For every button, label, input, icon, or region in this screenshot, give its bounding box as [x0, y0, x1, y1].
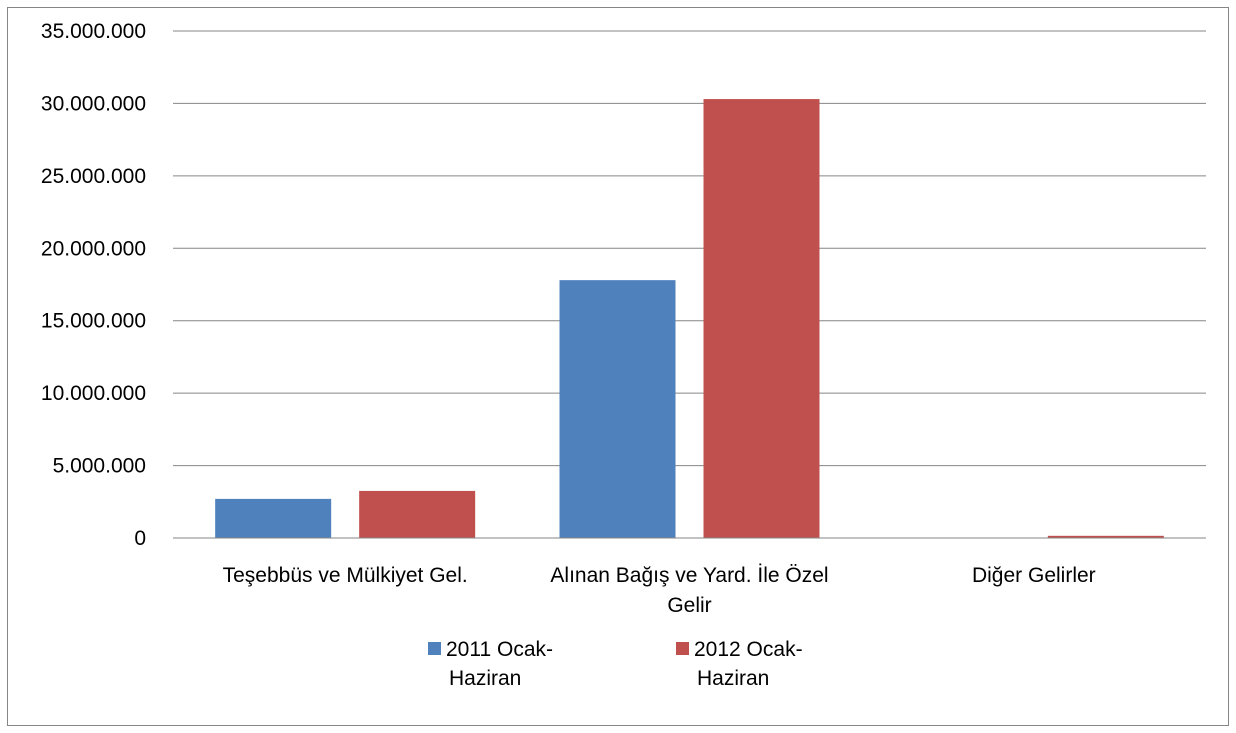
bar-series-2-category-3: [1047, 535, 1164, 538]
bar-series-1-category-2: [559, 280, 676, 538]
y-tick-label: 20.000.000: [41, 237, 146, 260]
y-tick-label: 10.000.000: [41, 382, 146, 405]
legend-swatch-series-2: [676, 642, 689, 655]
y-tick-label: 30.000.000: [41, 92, 146, 115]
y-tick-label: 0: [134, 527, 146, 550]
bar-series-2-category-1: [359, 490, 476, 538]
y-tick-label: 5.000.000: [53, 455, 146, 478]
bar-series-1-category-1: [215, 498, 332, 538]
y-tick-label: 35.000.000: [41, 20, 146, 43]
y-tick-label: 15.000.000: [41, 310, 146, 333]
chart-frame: 0 5.000.000 10.000.000 15.000.000 20.000.000…: [7, 7, 1229, 726]
bar-series-2-category-2: [703, 99, 820, 538]
legend-label-series-1: 2011 Ocak-Haziran: [446, 638, 553, 690]
x-category-label: Teşebbüs ve Mülkiyet Gel.: [223, 564, 468, 587]
legend-label-series-2: 2012 Ocak-Haziran: [694, 638, 803, 690]
x-category-label: Diğer Gelirler: [972, 564, 1096, 587]
y-tick-label: 25.000.000: [41, 165, 146, 188]
x-category-label: Alınan Bağış ve Yard. İle Özel Gelir: [550, 564, 828, 617]
bar-chart: 0 5.000.000 10.000.000 15.000.000 20.000.000…: [41, 20, 1206, 690]
legend-swatch-series-1: [428, 642, 441, 655]
